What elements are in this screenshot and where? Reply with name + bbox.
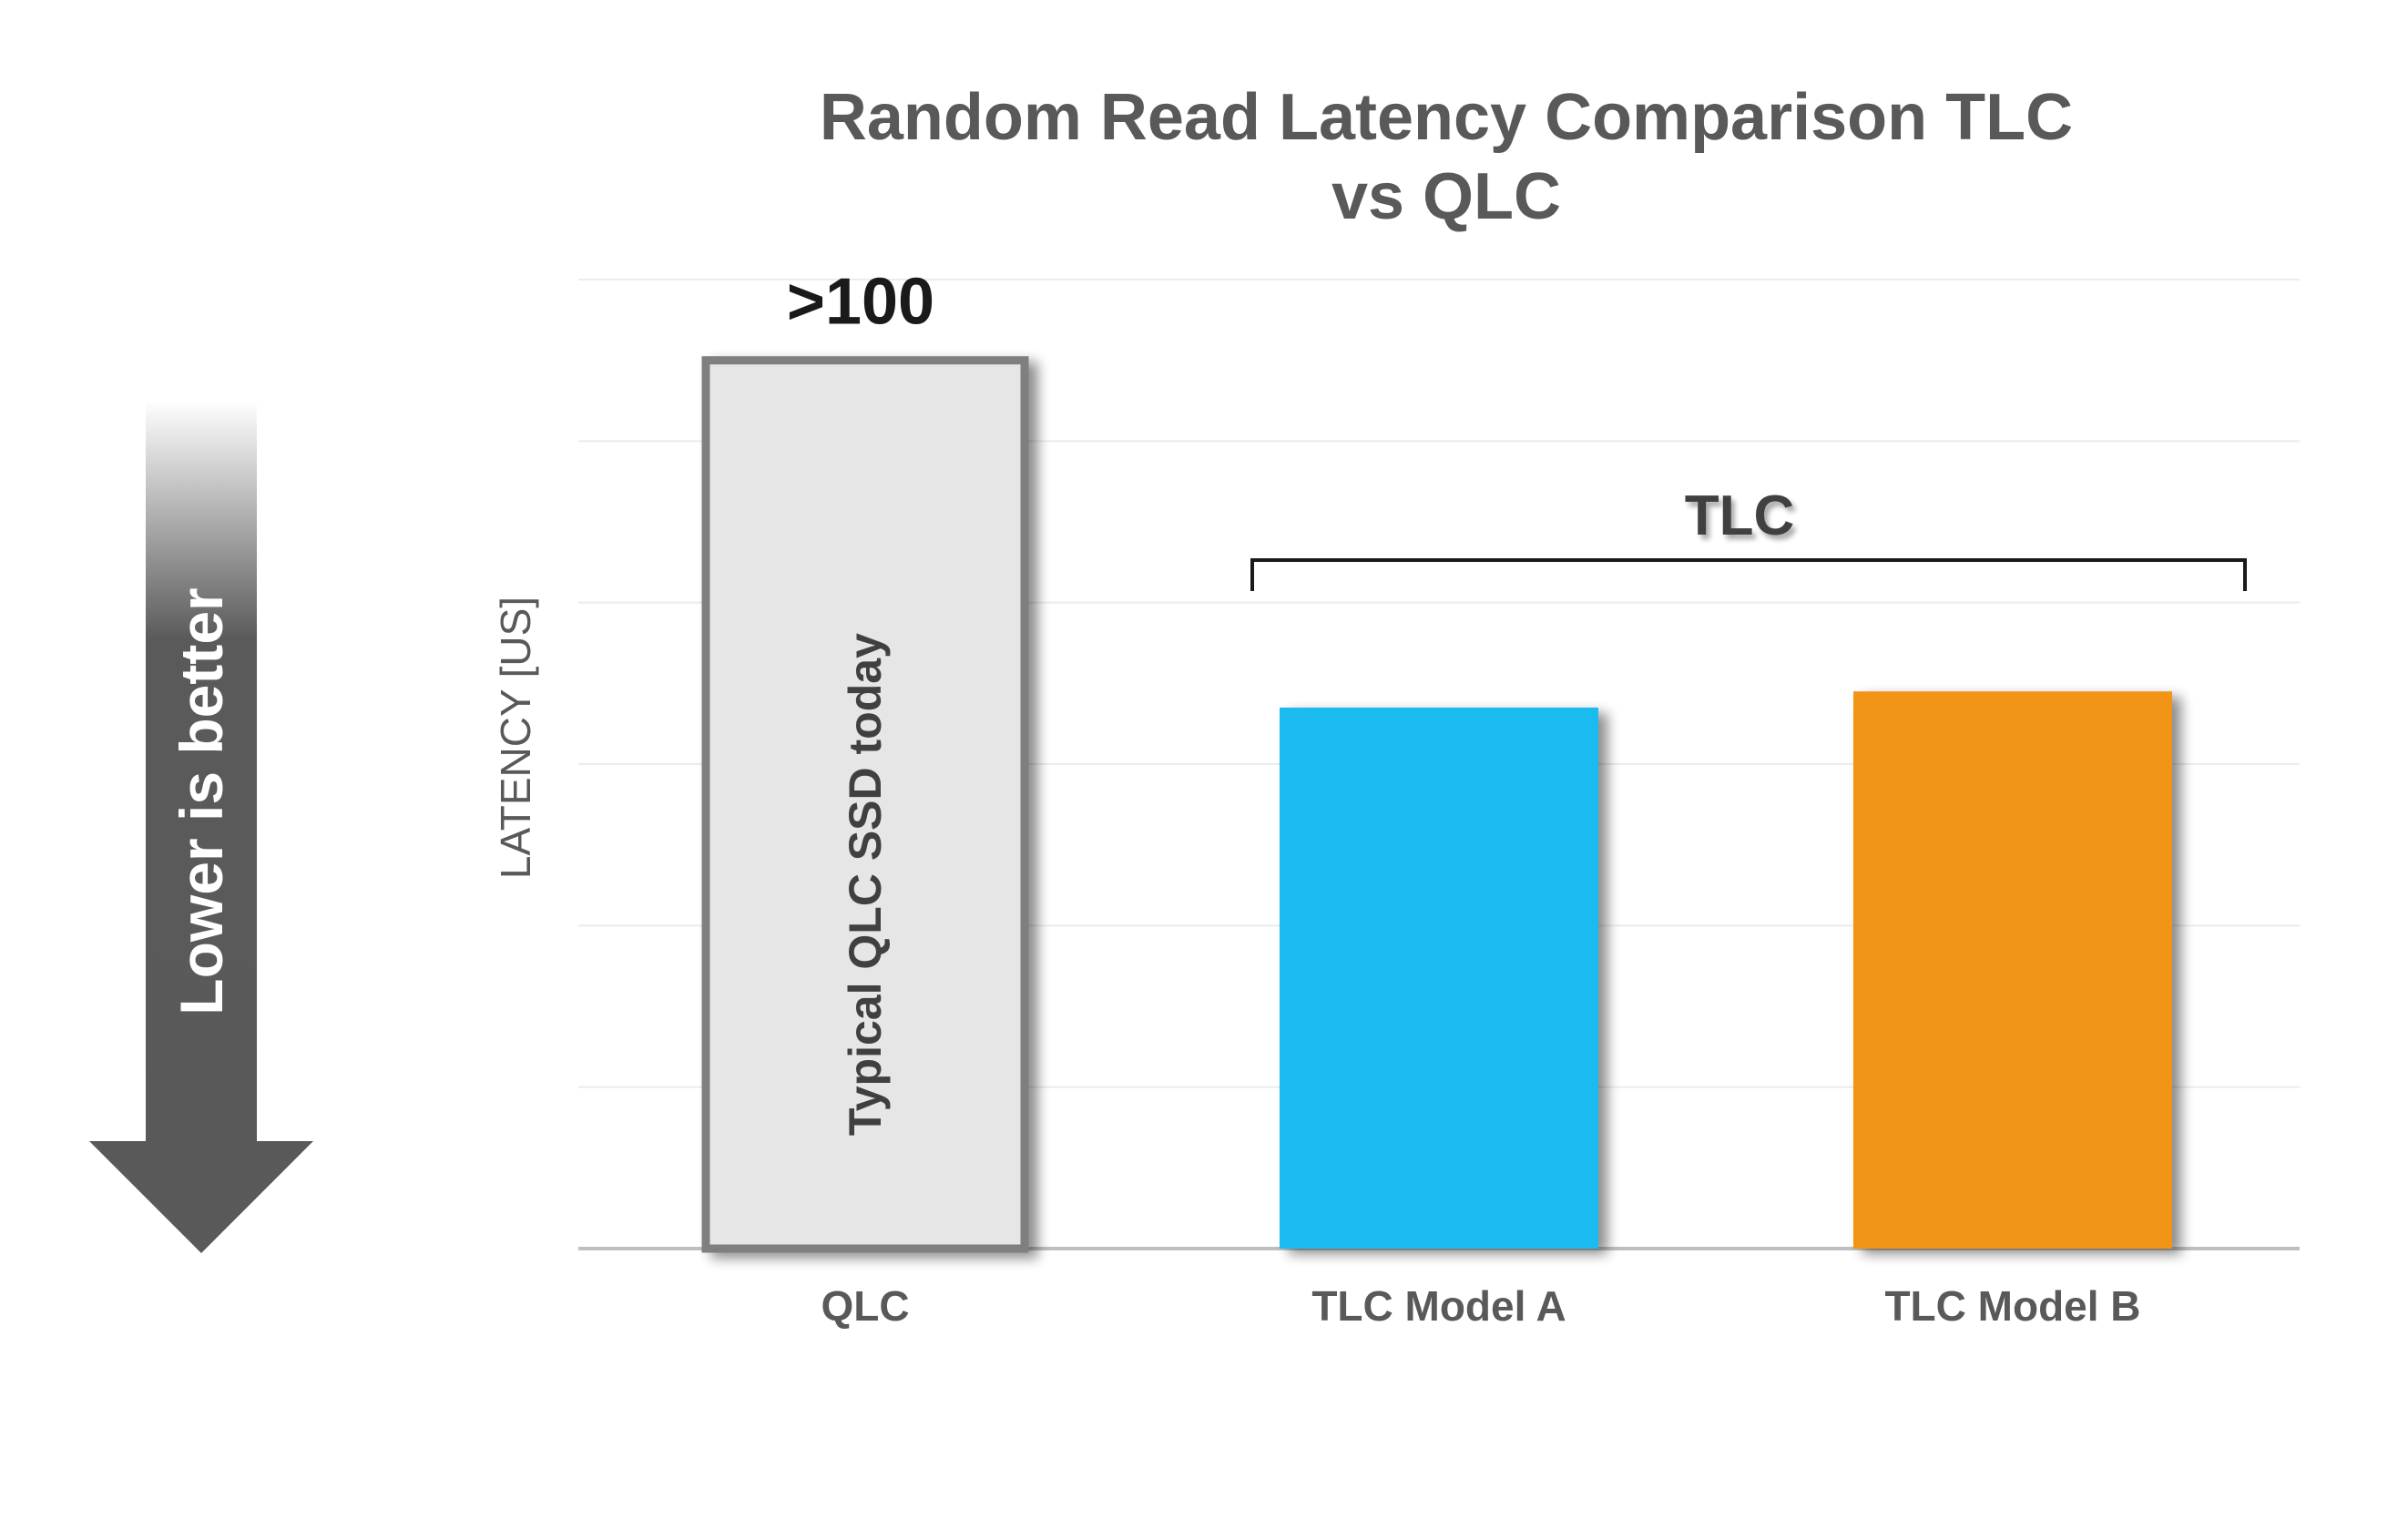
category-label-qlc: QLC	[821, 1282, 909, 1330]
category-labels: QLC TLC Model A TLC Model B	[821, 1282, 2140, 1330]
bar-qlc	[701, 356, 1029, 1253]
data-label: >100	[787, 266, 934, 339]
bracket-line	[1250, 558, 2247, 591]
chart-title-line-2: vs QLC	[1332, 160, 1561, 233]
bar-tlc-model-b	[1853, 691, 2172, 1249]
bar-tlc-model-a	[1280, 707, 1598, 1249]
bar-inner-label: Typical QLC SSD today	[840, 633, 891, 1136]
lower-is-better-arrow: Lower is better	[89, 401, 313, 1253]
category-label-tlc-model-b: TLC Model B	[1884, 1282, 2140, 1330]
chart-title-line-1: Random Read Latency Comparison TLC	[820, 81, 2073, 154]
category-label-tlc-model-a: TLC Model A	[1311, 1282, 1566, 1330]
bracket-label: TLC	[1685, 484, 1795, 547]
bars: Typical QLC SSD today >100	[701, 266, 2172, 1253]
lower-is-better-label: Lower is better	[168, 587, 235, 1015]
down-arrow-icon	[89, 401, 313, 1253]
y-axis-label: LATENCY [US]	[492, 597, 539, 879]
tlc-bracket: TLC	[1250, 484, 2247, 591]
